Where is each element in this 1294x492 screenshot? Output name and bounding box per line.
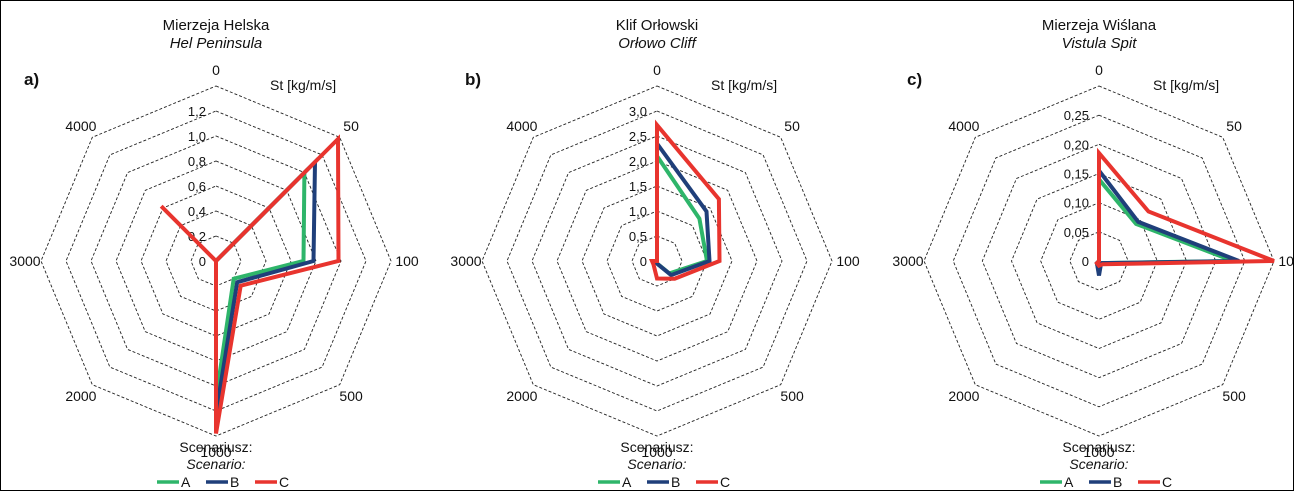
axis-label: 4000	[948, 118, 979, 134]
axis-label: 2000	[948, 388, 979, 404]
tick-label: 3,0	[629, 104, 647, 119]
panel-subtitle: Vistula Spit	[1062, 35, 1138, 52]
legend-label-c: C	[720, 474, 730, 490]
axis-label: 4000	[65, 118, 96, 134]
series-line-b	[1094, 164, 1240, 276]
legend-label-c: C	[1162, 474, 1172, 490]
axis-label: 1000	[200, 444, 231, 460]
panel-title: Mierzeja Wiślana	[1042, 17, 1157, 34]
axis-label: 3000	[9, 253, 40, 269]
unit-label: St [kg/m/s]	[1153, 77, 1219, 93]
grid-ring	[1040, 202, 1158, 320]
unit-label: St [kg/m/s]	[270, 77, 336, 93]
grid-ring	[556, 160, 758, 362]
axis-label: 1000	[1083, 444, 1114, 460]
legend-title: Scenariusz:	[620, 439, 693, 455]
grid-ring	[923, 85, 1275, 437]
panel-subtitle: Orłowo Cliff	[618, 35, 697, 52]
grid-ring	[165, 210, 267, 312]
axis-label: 500	[339, 388, 363, 404]
panel-title: Klif Orłowski	[616, 17, 699, 34]
grid-ring	[952, 114, 1246, 408]
tick-label: 0,5	[629, 229, 647, 244]
tick-label: 0	[199, 254, 206, 269]
tick-label: 1,5	[629, 179, 647, 194]
tick-label: 0	[1082, 254, 1089, 269]
panel-letter: c)	[907, 70, 922, 89]
axis-label: 1000	[641, 444, 672, 460]
legend-subtitle: Scenario:	[1069, 456, 1128, 472]
panel-title: Mierzeja Helska	[163, 17, 270, 34]
axis-label: 50	[343, 118, 359, 134]
axis-label: 2000	[506, 388, 537, 404]
axis-label: 50	[1226, 118, 1242, 134]
axis-label: 500	[1222, 388, 1246, 404]
legend-label-a: A	[181, 474, 191, 490]
grid-ring	[981, 143, 1217, 379]
tick-label: 0,8	[188, 154, 206, 169]
axis-label: 0	[1095, 62, 1103, 78]
tick-label: 0,6	[188, 179, 206, 194]
grid-ring	[631, 235, 683, 287]
legend-label-b: B	[671, 474, 680, 490]
legend-label-b: B	[1113, 474, 1122, 490]
legend-label-c: C	[279, 474, 289, 490]
axis-label: 0	[212, 62, 220, 78]
series-line-c	[159, 134, 341, 434]
legend-label-a: A	[1064, 474, 1074, 490]
tick-label: 0,20	[1064, 137, 1089, 152]
legend-title: Scenariusz:	[179, 439, 252, 455]
tick-label: 2,5	[629, 129, 647, 144]
legend-label-b: B	[230, 474, 239, 490]
tick-label: 1,0	[188, 129, 206, 144]
grid-ring	[65, 110, 367, 412]
axis-label: 100	[836, 253, 860, 269]
grid-ring	[1011, 173, 1187, 349]
unit-label: St [kg/m/s]	[711, 77, 777, 93]
axis-label: 4000	[506, 118, 537, 134]
tick-label: 0,4	[188, 204, 206, 219]
legend-title: Scenariusz:	[1062, 439, 1135, 455]
tick-label: 0,10	[1064, 196, 1089, 211]
axis-label: 2000	[65, 388, 96, 404]
tick-label: 0,25	[1064, 108, 1089, 123]
panel-subtitle: Hel Peninsula	[170, 35, 263, 52]
axis-label: 0	[653, 62, 661, 78]
axis-label: 3000	[892, 253, 923, 269]
legend-subtitle: Scenario:	[627, 456, 686, 472]
grid-ring	[140, 185, 292, 337]
axis-label: 500	[780, 388, 804, 404]
panel-letter: b)	[465, 70, 481, 89]
axis-label: 50	[784, 118, 800, 134]
panel-letter: a)	[24, 70, 39, 89]
series-line-b	[655, 137, 712, 278]
tick-label: 0,05	[1064, 225, 1089, 240]
tick-label: 1,0	[629, 204, 647, 219]
grid-ring	[606, 210, 708, 312]
axis-label: 100	[1278, 253, 1294, 269]
tick-label: 0,15	[1064, 167, 1089, 182]
tick-label: 2,0	[629, 154, 647, 169]
grid-ring	[40, 85, 392, 437]
grid-ring	[506, 110, 808, 412]
legend-subtitle: Scenario:	[186, 456, 245, 472]
grid-ring	[531, 135, 783, 387]
axis-label: 100	[395, 253, 419, 269]
legend-label-a: A	[622, 474, 632, 490]
tick-label: 1,2	[188, 104, 206, 119]
grid-ring	[481, 85, 833, 437]
tick-label: 0	[640, 254, 647, 269]
series-line-c	[1094, 147, 1275, 269]
series-line-c	[648, 119, 722, 281]
axis-label: 3000	[450, 253, 481, 269]
